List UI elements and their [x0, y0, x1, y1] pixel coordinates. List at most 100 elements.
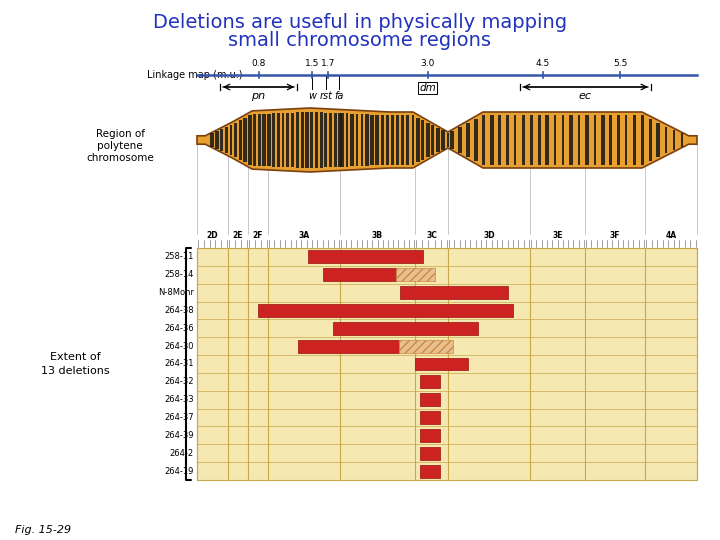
- Bar: [399, 340, 453, 353]
- Polygon shape: [262, 114, 266, 166]
- Polygon shape: [239, 120, 242, 160]
- Polygon shape: [301, 112, 304, 168]
- Polygon shape: [296, 112, 299, 167]
- Polygon shape: [649, 119, 652, 161]
- Polygon shape: [406, 116, 409, 165]
- Polygon shape: [267, 113, 271, 166]
- Polygon shape: [328, 113, 333, 167]
- Polygon shape: [498, 116, 500, 165]
- Text: rst: rst: [320, 91, 333, 101]
- Polygon shape: [562, 116, 564, 165]
- Polygon shape: [594, 116, 596, 165]
- Polygon shape: [609, 116, 613, 165]
- Bar: [197, 248, 697, 480]
- Text: 1.7: 1.7: [320, 59, 335, 68]
- Polygon shape: [282, 113, 284, 167]
- Polygon shape: [482, 116, 485, 165]
- Polygon shape: [197, 108, 697, 172]
- Polygon shape: [626, 116, 628, 165]
- Bar: [400, 286, 508, 299]
- Text: 264-39: 264-39: [164, 431, 194, 440]
- Text: Linkage map (m.u.): Linkage map (m.u.): [147, 70, 243, 80]
- Polygon shape: [447, 133, 449, 147]
- Polygon shape: [585, 116, 589, 165]
- Text: 264-36: 264-36: [164, 324, 194, 333]
- Bar: [420, 464, 440, 477]
- Polygon shape: [315, 112, 318, 168]
- Polygon shape: [387, 115, 389, 165]
- Polygon shape: [334, 113, 337, 167]
- Polygon shape: [657, 123, 660, 157]
- Polygon shape: [365, 114, 369, 166]
- Polygon shape: [320, 112, 323, 168]
- Polygon shape: [402, 116, 404, 165]
- Text: 4.5: 4.5: [536, 59, 550, 68]
- Polygon shape: [375, 115, 379, 165]
- Bar: [298, 340, 399, 353]
- Polygon shape: [305, 112, 309, 168]
- Bar: [420, 429, 440, 442]
- Polygon shape: [450, 131, 454, 148]
- Text: Region of: Region of: [96, 129, 145, 139]
- Text: 264-38: 264-38: [164, 306, 194, 315]
- Polygon shape: [514, 116, 516, 165]
- Text: fa: fa: [335, 91, 344, 101]
- Polygon shape: [234, 123, 237, 157]
- Polygon shape: [665, 126, 667, 153]
- Bar: [258, 304, 513, 317]
- Text: N-8Mohr: N-8Mohr: [158, 288, 194, 297]
- Text: pn: pn: [251, 91, 266, 101]
- Text: 2D: 2D: [207, 231, 218, 240]
- Text: 2F: 2F: [253, 231, 264, 240]
- Polygon shape: [538, 116, 541, 165]
- Text: small chromosome regions: small chromosome regions: [228, 30, 492, 50]
- Text: 264-2: 264-2: [170, 449, 194, 458]
- Text: 264-30: 264-30: [164, 342, 194, 350]
- Polygon shape: [554, 116, 557, 165]
- Polygon shape: [672, 130, 675, 151]
- Polygon shape: [220, 129, 223, 151]
- Polygon shape: [215, 131, 219, 149]
- Bar: [396, 268, 435, 281]
- Polygon shape: [441, 130, 445, 150]
- Text: 2E: 2E: [233, 231, 243, 240]
- Bar: [420, 411, 440, 424]
- Text: 1.5: 1.5: [305, 59, 320, 68]
- Bar: [308, 251, 423, 264]
- Text: polytene: polytene: [97, 141, 143, 151]
- Text: 3.0: 3.0: [420, 59, 435, 68]
- Polygon shape: [458, 127, 462, 153]
- Polygon shape: [370, 114, 374, 165]
- Text: 264-19: 264-19: [165, 467, 194, 476]
- Polygon shape: [530, 116, 533, 165]
- Text: 0.8: 0.8: [251, 59, 266, 68]
- Polygon shape: [243, 118, 247, 163]
- Text: 3B: 3B: [372, 231, 383, 240]
- Text: Extent of: Extent of: [50, 352, 100, 362]
- Polygon shape: [356, 114, 359, 166]
- Text: 4A: 4A: [665, 231, 677, 240]
- Polygon shape: [230, 125, 233, 155]
- Polygon shape: [225, 127, 228, 153]
- Bar: [333, 322, 478, 335]
- Polygon shape: [272, 113, 275, 166]
- Polygon shape: [506, 116, 509, 165]
- Bar: [420, 375, 440, 388]
- Polygon shape: [490, 116, 494, 165]
- Polygon shape: [617, 116, 620, 165]
- Text: 3F: 3F: [610, 231, 620, 240]
- Polygon shape: [466, 123, 470, 157]
- Polygon shape: [253, 114, 256, 166]
- Text: 3D: 3D: [483, 231, 495, 240]
- Polygon shape: [291, 113, 294, 167]
- Text: 13 deletions: 13 deletions: [41, 366, 109, 376]
- Polygon shape: [310, 112, 313, 168]
- Text: 3C: 3C: [426, 231, 437, 240]
- Text: 264-31: 264-31: [164, 360, 194, 368]
- Polygon shape: [570, 116, 572, 165]
- Text: dm: dm: [419, 83, 436, 93]
- Text: Deletions are useful in physically mapping: Deletions are useful in physically mappi…: [153, 12, 567, 31]
- Polygon shape: [324, 112, 328, 167]
- Polygon shape: [258, 114, 261, 166]
- Polygon shape: [431, 125, 434, 154]
